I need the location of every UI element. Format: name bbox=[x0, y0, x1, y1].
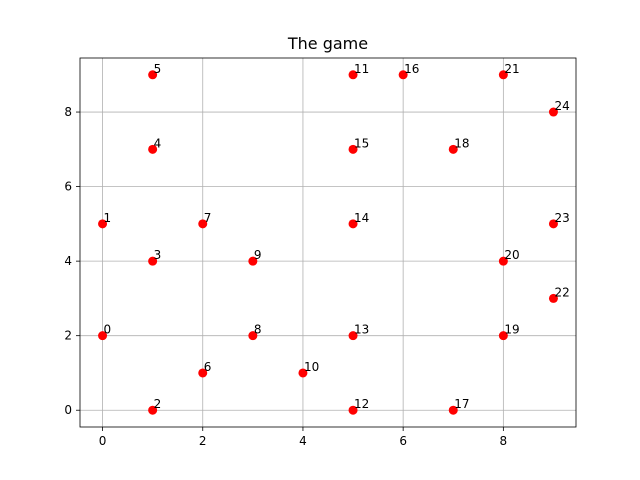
point-label: 11 bbox=[354, 62, 369, 76]
point-label: 1 bbox=[104, 211, 112, 225]
data-point bbox=[348, 70, 358, 80]
x-tick-label: 6 bbox=[399, 434, 407, 448]
data-point bbox=[498, 70, 508, 80]
y-tick-label: 2 bbox=[64, 329, 72, 343]
data-point bbox=[348, 219, 358, 229]
data-point bbox=[248, 256, 258, 266]
chart-title: The game bbox=[287, 34, 368, 53]
point-label: 19 bbox=[504, 323, 519, 337]
point-label: 2 bbox=[154, 397, 162, 411]
point-label: 6 bbox=[204, 360, 212, 374]
data-point bbox=[148, 70, 158, 80]
point-label: 9 bbox=[254, 248, 262, 262]
point-label: 16 bbox=[404, 62, 419, 76]
point-label: 13 bbox=[354, 323, 369, 337]
y-axis-ticks: 0 2 4 6 8 bbox=[64, 105, 80, 417]
data-point bbox=[448, 405, 458, 415]
point-label: 24 bbox=[554, 99, 569, 113]
data-point bbox=[98, 219, 108, 229]
x-tick-label: 4 bbox=[299, 434, 307, 448]
point-label: 22 bbox=[554, 285, 569, 299]
data-point bbox=[398, 70, 408, 80]
data-point bbox=[348, 405, 358, 415]
data-point bbox=[98, 331, 108, 341]
point-label: 7 bbox=[204, 211, 212, 225]
data-points bbox=[98, 70, 558, 415]
grid-lines bbox=[80, 58, 576, 427]
x-axis-ticks: 0 2 4 6 8 bbox=[99, 427, 507, 448]
y-tick-label: 0 bbox=[64, 403, 72, 417]
y-tick-label: 8 bbox=[64, 105, 72, 119]
data-point bbox=[298, 368, 308, 378]
point-label: 5 bbox=[154, 62, 162, 76]
data-point bbox=[448, 144, 458, 154]
data-point bbox=[148, 405, 158, 415]
data-point bbox=[498, 331, 508, 341]
data-point bbox=[548, 293, 558, 303]
data-point bbox=[348, 331, 358, 341]
point-label: 20 bbox=[504, 248, 519, 262]
point-label: 21 bbox=[504, 62, 519, 76]
axes-frame bbox=[79, 57, 577, 428]
data-point bbox=[498, 256, 508, 266]
y-tick-label: 6 bbox=[64, 180, 72, 194]
point-label: 18 bbox=[454, 136, 469, 150]
data-point bbox=[198, 368, 208, 378]
point-label: 10 bbox=[304, 360, 319, 374]
data-point bbox=[248, 331, 258, 341]
point-label: 4 bbox=[154, 136, 162, 150]
point-label: 14 bbox=[354, 211, 369, 225]
point-label: 17 bbox=[454, 397, 469, 411]
data-point bbox=[348, 144, 358, 154]
point-label: 0 bbox=[104, 323, 112, 337]
x-tick-label: 0 bbox=[99, 434, 107, 448]
data-point bbox=[198, 219, 208, 229]
point-label: 3 bbox=[154, 248, 162, 262]
point-label: 12 bbox=[354, 397, 369, 411]
point-label: 15 bbox=[354, 136, 369, 150]
y-tick-label: 4 bbox=[64, 254, 72, 268]
data-point bbox=[148, 256, 158, 266]
data-point bbox=[548, 107, 558, 117]
point-label: 8 bbox=[254, 323, 262, 337]
x-tick-label: 8 bbox=[500, 434, 508, 448]
point-label: 23 bbox=[554, 211, 569, 225]
data-point bbox=[548, 219, 558, 229]
x-tick-label: 2 bbox=[199, 434, 207, 448]
data-point bbox=[148, 144, 158, 154]
